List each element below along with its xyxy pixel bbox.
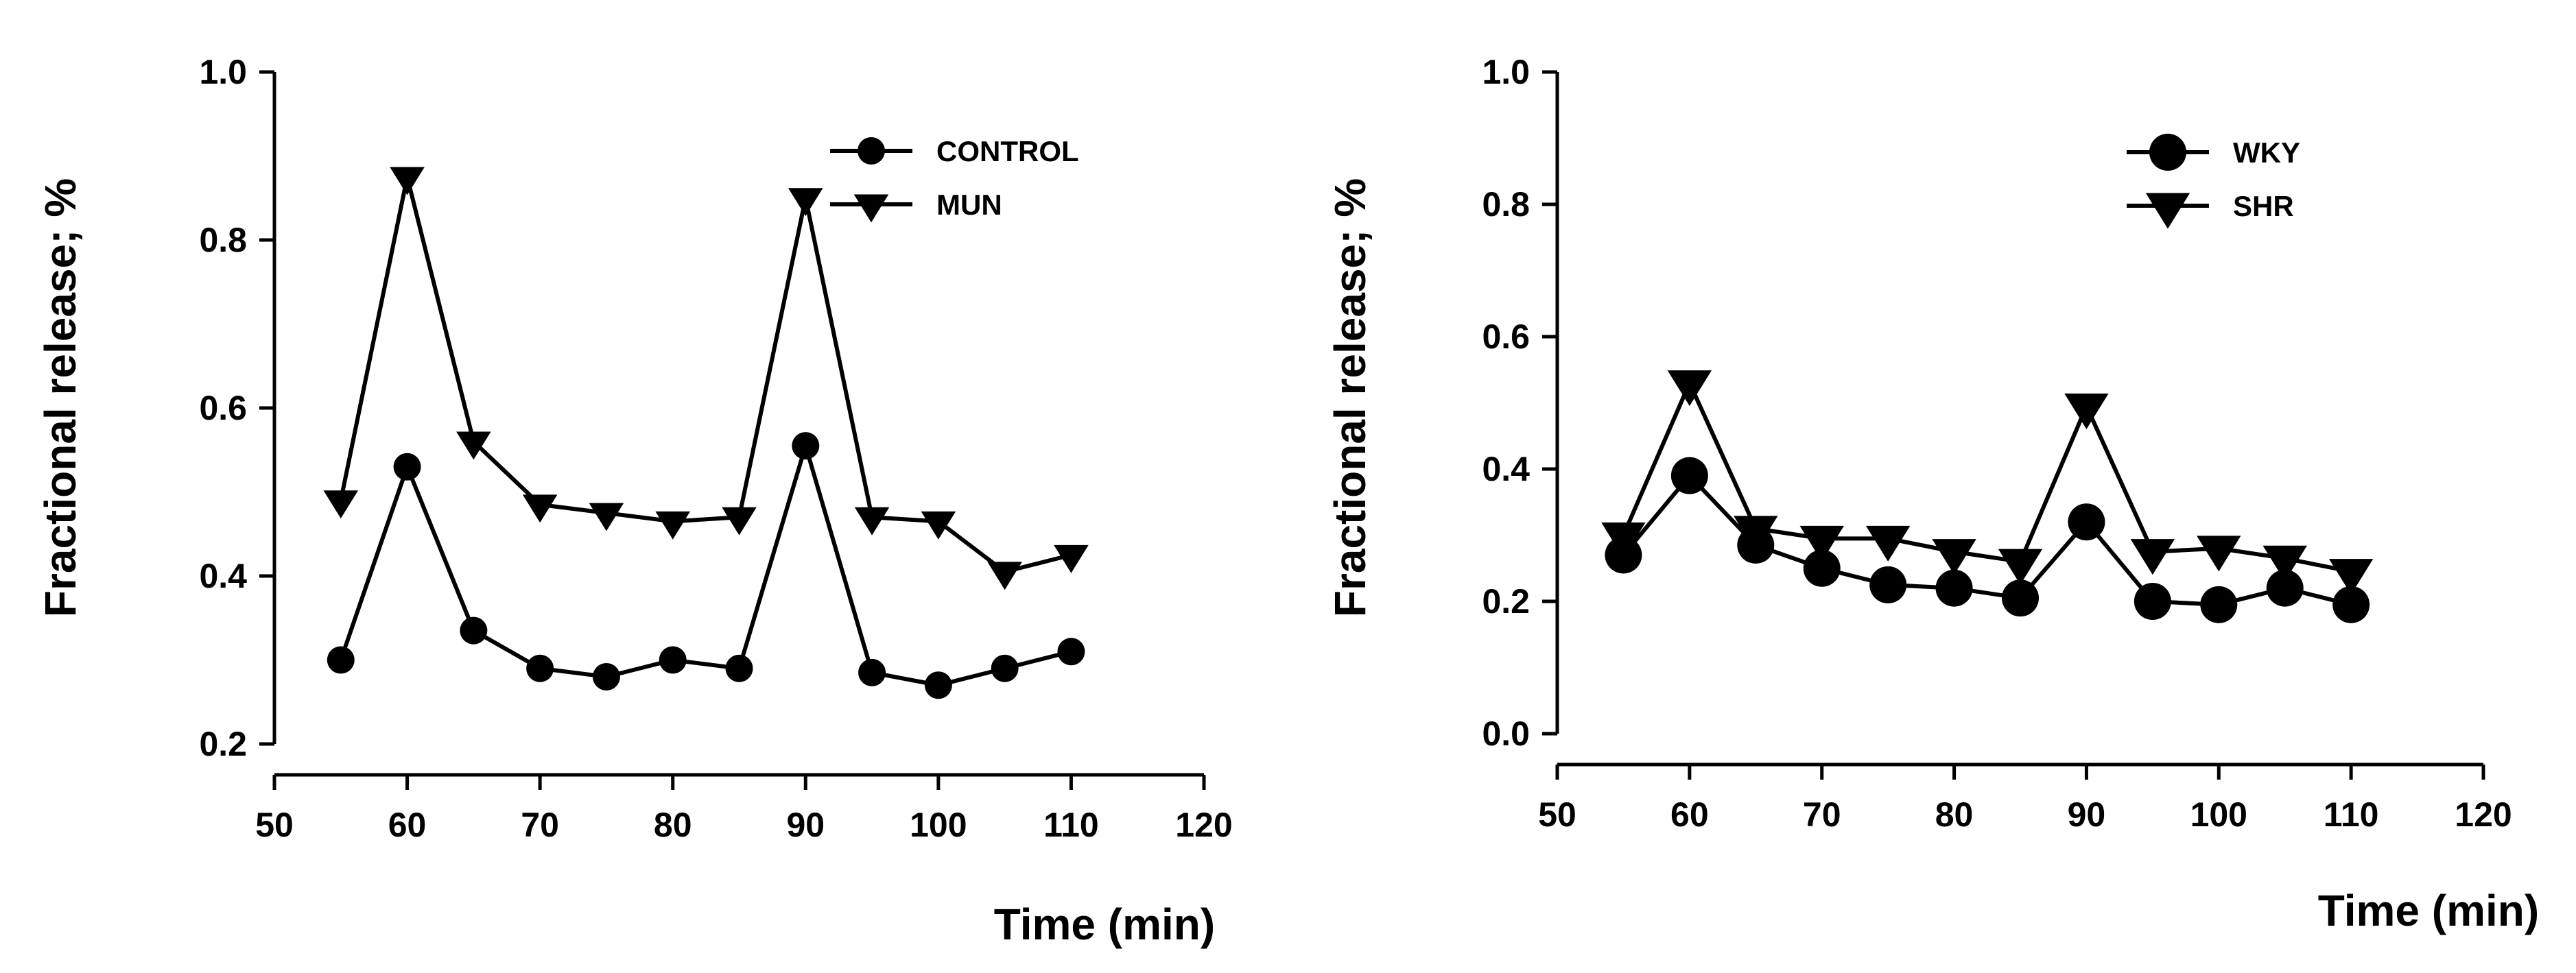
- left-point-mun: [722, 507, 757, 536]
- right-x-tick-label: 120: [2455, 795, 2512, 834]
- left-point-control: [792, 432, 820, 460]
- right-point-shr: [1865, 525, 1911, 562]
- left-point-mun: [323, 490, 359, 519]
- right-legend-label: WKY: [2233, 136, 2300, 169]
- left-point-control: [327, 646, 355, 674]
- left-point-mun: [921, 511, 956, 540]
- left-point-control: [526, 654, 554, 682]
- left-point-mun: [854, 507, 890, 536]
- left-y-tick-label: 0.2: [199, 725, 247, 763]
- right-y-tick-label: 0.0: [1482, 714, 1530, 753]
- right-x-tick-label: 100: [2190, 795, 2247, 834]
- left-x-tick-label: 100: [910, 806, 967, 844]
- right-point-wky: [2332, 586, 2370, 623]
- right-y-axis-title: Fractional release; %: [1325, 178, 1375, 617]
- right-x-tick-label: 80: [1935, 795, 1974, 834]
- right-point-shr: [2064, 393, 2109, 429]
- left-legend-label: CONTROL: [936, 135, 1079, 167]
- right-point-wky: [2002, 579, 2039, 617]
- left-point-control: [991, 654, 1019, 682]
- left-x-tick-label: 50: [255, 806, 294, 844]
- left-point-mun: [655, 511, 691, 540]
- right-point-shr: [2262, 545, 2307, 581]
- right-point-wky: [1803, 549, 1841, 587]
- right-legend-label: SHR: [2233, 190, 2294, 222]
- right-point-wky: [2200, 586, 2238, 623]
- right-y-tick-label: 0.8: [1482, 185, 1530, 224]
- right-point-shr: [1601, 522, 1646, 559]
- right-point-shr: [1799, 525, 1844, 562]
- right-point-wky: [1869, 566, 1907, 603]
- left-series-line-control: [338, 438, 1072, 688]
- right-point-wky: [1935, 569, 1973, 607]
- left-y-axis-title: Fractional release; %: [36, 178, 85, 617]
- right-y-tick-label: 1.0: [1482, 53, 1530, 91]
- right-x-tick-label: 60: [1670, 795, 1709, 834]
- right-x-tick-label: 110: [2324, 795, 2379, 834]
- right-point-shr: [2328, 559, 2374, 595]
- left-point-control: [659, 646, 687, 674]
- left-point-control: [460, 616, 488, 645]
- left-point-control: [858, 658, 886, 686]
- left-point-mun: [788, 188, 823, 217]
- left-x-tick-label: 90: [786, 806, 825, 844]
- right-point-shr: [1932, 539, 1976, 575]
- left-point-mun: [390, 167, 425, 195]
- left-x-tick-label: 120: [1175, 806, 1232, 844]
- chart-left: Fractional release; % Time (min) 0.2 0.4 0…: [36, 53, 1233, 949]
- left-legend-label: MUN: [936, 189, 1002, 221]
- right-x-tick-label: 90: [2068, 795, 2106, 834]
- left-y-tick-label: 0.8: [199, 221, 247, 259]
- right-point-shr: [1734, 516, 1778, 552]
- left-x-tick-label: 70: [521, 806, 559, 844]
- right-y-tick-label: 0.6: [1482, 317, 1530, 356]
- right-point-wky: [2068, 503, 2105, 541]
- right-point-wky: [1670, 457, 1708, 494]
- left-legend-marker-control: [858, 137, 885, 165]
- right-x-axis-title: Time (min): [2318, 886, 2539, 935]
- left-point-mun: [1054, 544, 1089, 573]
- chart-right: Fractional release; % Time (min) 0.0 0.2 0…: [1325, 53, 2539, 935]
- left-legend-marker-mun: [853, 194, 889, 223]
- right-point-wky: [2134, 583, 2171, 620]
- right-point-wky: [2266, 569, 2304, 607]
- left-point-mun: [589, 503, 624, 531]
- left-point-control: [592, 663, 620, 690]
- left-point-control: [1057, 638, 1085, 666]
- left-y-tick-label: 0.4: [199, 557, 247, 595]
- left-y-tick-label: 0.6: [199, 389, 247, 427]
- left-x-tick-label: 60: [388, 806, 427, 844]
- right-y-tick-label: 0.4: [1482, 450, 1530, 488]
- left-point-control: [725, 654, 753, 682]
- left-x-axis-title: Time (min): [994, 900, 1215, 949]
- left-point-mun: [522, 494, 558, 523]
- left-point-control: [924, 671, 952, 699]
- right-point-shr: [1998, 549, 2043, 585]
- left-x-tick-label: 80: [654, 806, 692, 844]
- right-legend-marker-wky: [2149, 134, 2186, 171]
- left-x-tick-label: 110: [1043, 806, 1099, 844]
- right-x-tick-label: 50: [1538, 795, 1576, 834]
- left-series-line-mun: [338, 176, 1072, 575]
- right-legend-marker-shr: [2145, 193, 2190, 229]
- right-series-line-shr: [1621, 378, 2352, 574]
- left-point-mun: [456, 431, 491, 460]
- left-y-tick-label: 1.0: [199, 53, 247, 91]
- right-x-tick-label: 70: [1803, 795, 1841, 834]
- right-point-shr: [1667, 370, 1712, 407]
- right-series-line-wky: [1622, 472, 2352, 607]
- left-point-mun: [987, 562, 1022, 590]
- right-point-shr: [2130, 539, 2175, 575]
- right-y-tick-label: 0.2: [1482, 582, 1530, 621]
- right-point-shr: [2197, 536, 2241, 572]
- left-point-control: [393, 453, 421, 481]
